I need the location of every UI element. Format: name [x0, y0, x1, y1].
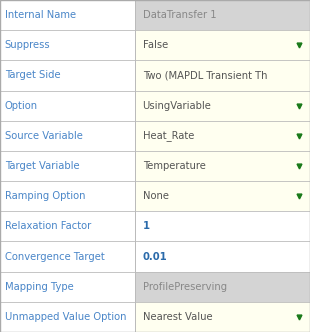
- Text: Convergence Target: Convergence Target: [5, 252, 104, 262]
- Text: Heat_Rate: Heat_Rate: [143, 130, 194, 141]
- Text: Target Variable: Target Variable: [5, 161, 79, 171]
- Text: 1: 1: [143, 221, 150, 231]
- Text: Temperature: Temperature: [143, 161, 206, 171]
- Bar: [135, 60, 310, 91]
- Bar: [135, 30, 310, 60]
- Text: Internal Name: Internal Name: [5, 10, 76, 20]
- Bar: [135, 121, 310, 151]
- Text: Ramping Option: Ramping Option: [5, 191, 85, 201]
- Bar: [0, 302, 135, 332]
- Bar: [135, 241, 310, 272]
- Text: Relaxation Factor: Relaxation Factor: [5, 221, 91, 231]
- Text: Source Variable: Source Variable: [5, 131, 82, 141]
- Bar: [0, 121, 135, 151]
- Text: False: False: [143, 40, 168, 50]
- Text: Unmapped Value Option: Unmapped Value Option: [5, 312, 126, 322]
- Text: Target Side: Target Side: [5, 70, 60, 80]
- Bar: [0, 0, 135, 30]
- Text: Two (MAPDL Transient Th: Two (MAPDL Transient Th: [143, 70, 267, 80]
- Bar: [135, 181, 310, 211]
- Bar: [135, 272, 310, 302]
- Text: Nearest Value: Nearest Value: [143, 312, 212, 322]
- Bar: [135, 0, 310, 30]
- Bar: [0, 272, 135, 302]
- Bar: [0, 30, 135, 60]
- Text: 0.01: 0.01: [143, 252, 167, 262]
- Bar: [0, 151, 135, 181]
- Bar: [0, 60, 135, 91]
- Bar: [0, 91, 135, 121]
- Bar: [135, 211, 310, 241]
- Text: ProfilePreserving: ProfilePreserving: [143, 282, 227, 292]
- Bar: [0, 241, 135, 272]
- Bar: [135, 91, 310, 121]
- Text: DataTransfer 1: DataTransfer 1: [143, 10, 216, 20]
- Bar: [0, 181, 135, 211]
- Text: Option: Option: [5, 101, 38, 111]
- Bar: [135, 151, 310, 181]
- Text: None: None: [143, 191, 169, 201]
- Text: UsingVariable: UsingVariable: [143, 101, 211, 111]
- Bar: [135, 302, 310, 332]
- Text: Suppress: Suppress: [5, 40, 50, 50]
- Text: Mapping Type: Mapping Type: [5, 282, 73, 292]
- Bar: [0, 211, 135, 241]
